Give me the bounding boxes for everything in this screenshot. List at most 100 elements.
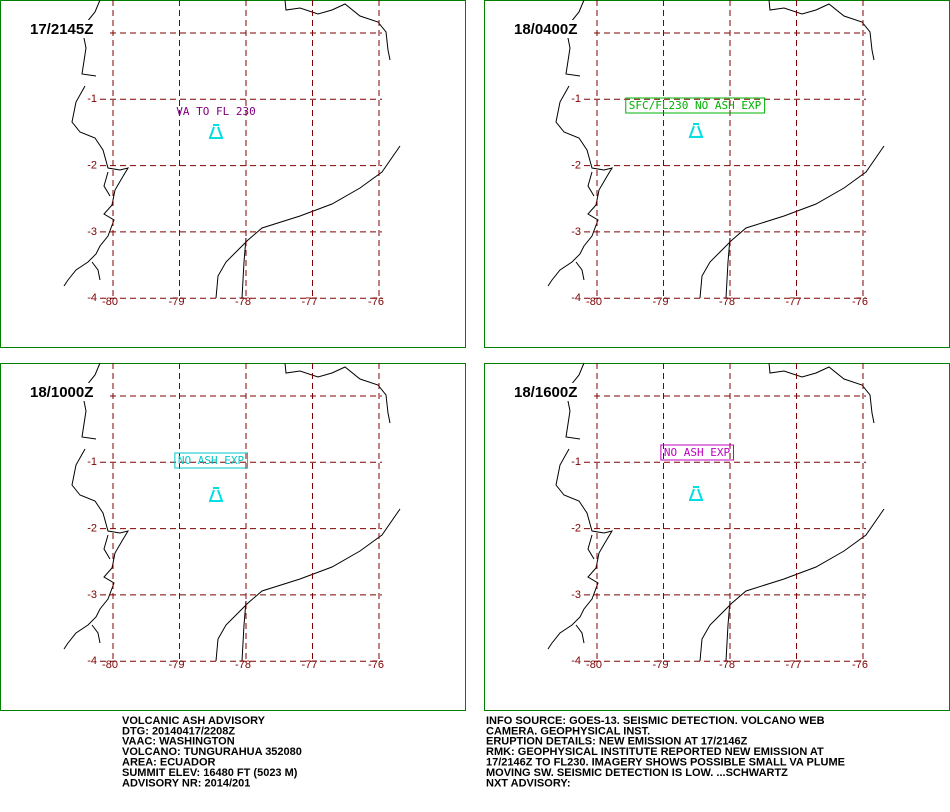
lon-label: -77 (302, 296, 318, 308)
lon-label: -77 (786, 296, 802, 308)
advisory-line: SUMMIT ELEV: 16480 FT (5023 M) (122, 767, 298, 779)
volcano-symbol (689, 123, 703, 138)
annotation: NO ASH EXP (178, 454, 245, 467)
volcano-symbol (209, 124, 223, 139)
time-bg (28, 383, 106, 401)
panel-border (484, 363, 950, 711)
coastline (699, 508, 885, 662)
lat-label: -1 (571, 456, 581, 468)
time-bg (512, 20, 590, 38)
coastline (547, 448, 614, 650)
lat-label: -3 (571, 226, 581, 238)
time-bg (28, 20, 106, 38)
lon-label: -79 (653, 659, 669, 671)
valid-time: 18/1600Z (514, 384, 577, 401)
lon-label: -77 (786, 659, 802, 671)
coastline (768, 362, 875, 424)
lon-label: -76 (852, 296, 868, 308)
valid-time: 18/0400Z (514, 21, 577, 38)
lon-label: -79 (169, 296, 185, 308)
lat-label: -4 (87, 655, 97, 667)
coastline (284, 362, 391, 424)
advisory-line: CAMERA. GEOPHYSICAL INST. (486, 725, 650, 737)
coastline (575, 261, 585, 281)
coastline (63, 85, 130, 287)
advisory-line: VAAC: WASHINGTON (122, 736, 235, 748)
advisory-line: AREA: ECUADOR (122, 757, 216, 769)
advisory-line: ADVISORY NR: 2014/201 (122, 777, 250, 789)
annotation-box (174, 452, 248, 469)
lat-label: -3 (571, 589, 581, 601)
lon-label: -78 (235, 659, 251, 671)
advisory-line: VOLCANO: TUNGURAHUA 352080 (122, 746, 302, 758)
advisory-line: VOLCANIC ASH ADVISORY (122, 715, 266, 727)
lat-label: -4 (87, 292, 97, 304)
annotation: SFC/FL230 NO ASH EXP (629, 99, 762, 112)
lon-label: -80 (102, 659, 118, 671)
lon-label: -77 (302, 659, 318, 671)
advisory-line: MOVING SW. SEISMIC DETECTION IS LOW. ...… (486, 767, 788, 779)
lon-label: -76 (368, 659, 384, 671)
coastline (91, 261, 101, 281)
volcano-symbol (689, 486, 703, 501)
panel-border (0, 0, 466, 348)
annotation: NO ASH EXP (664, 446, 731, 459)
coastline (547, 85, 614, 287)
lon-label: -76 (368, 296, 384, 308)
advisory-line: 17/2146Z TO FL230. IMAGERY SHOWS POSSIBL… (486, 757, 845, 769)
lon-label: -78 (719, 659, 735, 671)
map-panel: -80 -79 -78 -77 -76 -1 -2 -3 -4 18/1000Z NO ASH EX… (0, 362, 466, 711)
coastline (241, 600, 247, 662)
coastline (699, 145, 885, 299)
advisory-line: NXT ADVISORY: (486, 777, 571, 789)
annotation-box (660, 444, 734, 461)
advisory-line: DTG: 20140417/2208Z (122, 725, 235, 737)
lat-label: -3 (87, 589, 97, 601)
lat-label: -1 (87, 93, 97, 105)
lat-label: -4 (571, 292, 581, 304)
coastline (575, 624, 585, 644)
valid-time: 17/2145Z (30, 21, 93, 38)
advisory-line: INFO SOURCE: GOES-13. SEISMIC DETECTION.… (486, 715, 825, 727)
coastline (725, 600, 731, 662)
lat-label: -4 (571, 655, 581, 667)
lat-label: -1 (87, 456, 97, 468)
lat-label: -1 (571, 93, 581, 105)
lon-label: -76 (852, 659, 868, 671)
coastline (587, 534, 595, 560)
coastline (768, 0, 875, 61)
lon-label: -80 (102, 296, 118, 308)
lat-label: -2 (87, 523, 97, 535)
valid-time: 18/1000Z (30, 384, 93, 401)
lat-label: -2 (571, 523, 581, 535)
lon-label: -78 (719, 296, 735, 308)
lon-label: -78 (235, 296, 251, 308)
lon-label: -79 (653, 296, 669, 308)
map-panel: -80 -79 -78 -77 -76 -1 -2 -3 -4 18/0400Z SFC/FL230… (484, 0, 950, 348)
lat-label: -2 (87, 160, 97, 172)
coastline (91, 624, 101, 644)
coastline (241, 237, 247, 299)
lon-label: -79 (169, 659, 185, 671)
annotation: VA TO FL 230 (176, 105, 255, 118)
coastline (725, 237, 731, 299)
advisory-line: RMK: GEOPHYSICAL INSTITUTE REPORTED NEW … (486, 746, 824, 758)
lon-label: -80 (586, 296, 602, 308)
coastline (215, 508, 401, 662)
lat-label: -2 (571, 160, 581, 172)
coastline (103, 534, 111, 560)
map-panel: -80 -79 -78 -77 -76 -1 -2 -3 -4 17/2145Z VA TO FL … (0, 0, 466, 348)
annotation-box (625, 97, 766, 114)
time-bg (512, 383, 590, 401)
advisory-line: ERUPTION DETAILS: NEW EMISSION AT 17/214… (486, 736, 748, 748)
lon-label: -80 (586, 659, 602, 671)
coastline (215, 145, 401, 299)
map-panel: -80 -79 -78 -77 -76 -1 -2 -3 -4 18/1600Z NO ASH EX… (484, 362, 950, 711)
coastline (103, 171, 111, 197)
coastline (587, 171, 595, 197)
coastline (63, 448, 130, 650)
lat-label: -3 (87, 226, 97, 238)
coastline (284, 0, 391, 61)
